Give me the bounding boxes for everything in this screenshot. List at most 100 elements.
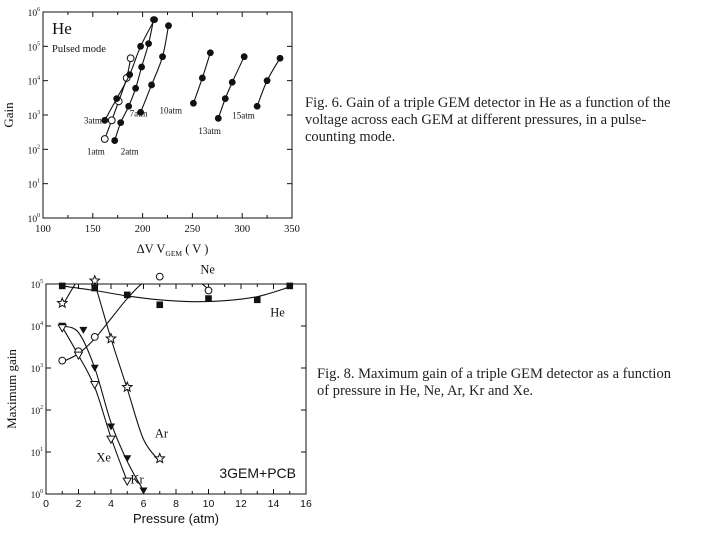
data-point-10atm [189,99,197,107]
x-tick-label: 250 [185,224,201,235]
series-line-7atm [140,25,170,113]
data-point-13atm [221,95,229,103]
data-point-1atm [126,54,135,63]
data-point-Ne [58,356,67,365]
x-axis-label: ΔV VGEM ( V ) [137,242,209,258]
data-point-2atm [132,84,140,92]
data-point-13atm [240,53,248,61]
curve-label: 7atm [130,109,148,119]
data-point-7atm [159,53,166,61]
data-point-He [123,291,131,299]
data-point-Ne [204,286,213,295]
series-line-Ne [62,284,209,363]
y-tick-label: 102 [31,405,44,417]
data-point-7atm [165,22,172,30]
y-tick-label: 106 [28,7,41,19]
x-tick-label: 10 [203,498,215,510]
data-point-2atm [145,40,152,48]
fig8-caption: Fig. 8. Maximum gain of a triple GEM det… [317,366,671,400]
x-tick-label: 12 [235,498,247,510]
data-point-Xe [57,324,68,333]
data-point-Kr [107,423,115,431]
data-point-Ar [56,296,69,309]
x-tick-label: 8 [173,498,179,510]
x-tick-label: 6 [141,498,147,510]
x-axis-label: Pressure (atm) [133,511,219,526]
y-tick-label: 105 [28,41,41,53]
data-point-Ar [104,332,118,344]
x-tick-label: 100 [35,224,51,235]
data-point-Ar [121,380,134,393]
data-point-Kr [123,455,132,463]
x-tick-label: 16 [300,498,312,510]
fig6-caption-line: counting mode. [305,129,396,145]
fig6-caption: Fig. 6. Gain of a triple GEM detector in… [305,95,671,146]
data-point-Ne [90,333,99,341]
data-point-2atm [125,102,133,110]
fig6-caption-line: Fig. 6. Gain of a triple GEM detector in… [305,95,671,111]
data-point-Kr [90,364,99,372]
series-line-13atm [217,56,245,119]
data-point-2atm [117,119,125,127]
curve-label: 15atm [232,110,255,120]
panel-label: 3GEM+PCB [219,465,296,481]
x-tick-label: 300 [234,224,250,235]
data-point-3atm [126,71,134,79]
y-tick-label: 100 [31,489,44,501]
data-point-7atm [137,108,145,116]
data-point-Xe [73,351,84,361]
data-point-2atm [111,137,119,144]
series-label: Xe [96,450,111,464]
data-point-Ar [153,452,166,464]
y-tick-label: 100 [28,213,41,225]
y-tick-label: 102 [28,144,41,156]
data-point-He [286,282,294,290]
data-point-He [253,296,261,304]
data-point-Ne [155,272,164,281]
curve-label: 2atm [121,147,139,157]
plot-frame [45,283,307,495]
curve-label: 13atm [198,126,221,136]
x-tick-label: 350 [284,224,300,235]
x-tick-label: 150 [85,224,101,235]
y-axis-label: Gain [1,102,16,128]
data-point-Kr [139,487,148,495]
data-point-Xe [89,381,100,390]
data-point-He [91,284,99,292]
data-point-15atm [276,54,284,62]
y-tick-label: 101 [28,179,41,191]
panel-label: He [52,19,72,38]
data-point-15atm [263,77,271,85]
data-point-2atm [138,63,146,71]
fig8-caption-line: of pressure in He, Ne, Ar, Kr and Xe. [317,383,534,399]
mode-label: Pulsed mode [52,44,106,55]
data-point-He [58,282,66,290]
x-tick-label: 2 [76,498,82,510]
curve-label: 3atm [84,116,102,126]
series-label: Ar [155,427,169,441]
y-tick-label: 104 [28,76,41,88]
series-label: Kr [131,472,145,486]
data-point-He [156,301,164,309]
data-point-13atm [228,78,236,86]
series-line-Ar [61,284,161,462]
data-point-1atm [100,135,109,143]
series-line-Xe [61,326,128,482]
series-line-Kr [62,325,144,491]
data-point-3atm [151,16,158,24]
data-point-3atm [113,95,121,103]
x-tick-label: 14 [268,498,280,510]
data-point-1atm [107,116,116,125]
y-tick-label: 105 [31,279,44,291]
y-tick-label: 104 [31,321,44,333]
y-tick-label: 103 [28,110,41,122]
curve-label: 10atm [160,106,183,116]
data-point-Xe [106,435,116,445]
data-point-10atm [206,49,214,57]
data-point-7atm [148,81,155,89]
fig6-caption-line: voltage across each GEM at different pre… [305,112,647,128]
y-tick-label: 103 [31,363,44,375]
y-axis-label: Maximum gain [4,349,19,429]
data-point-Ar [88,274,101,286]
